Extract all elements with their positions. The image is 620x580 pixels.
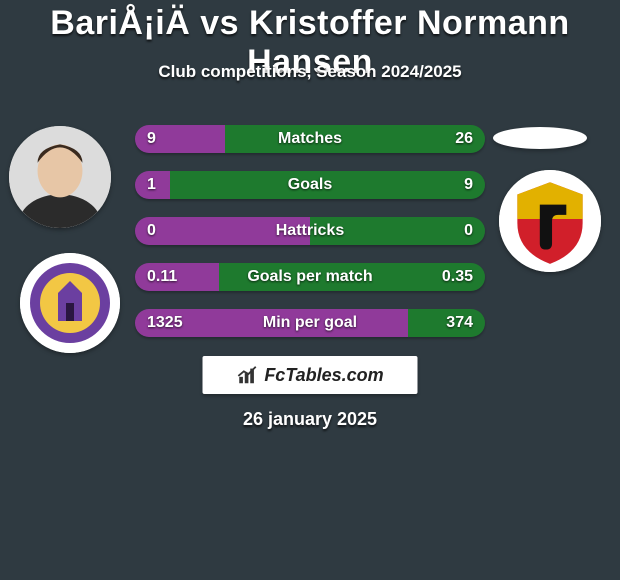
stat-label: Goals — [135, 171, 485, 199]
stat-value-right: 374 — [446, 309, 473, 337]
player-left-avatar — [9, 126, 111, 228]
crest-left-icon — [20, 253, 120, 353]
stat-value-left: 1 — [147, 171, 156, 199]
stat-row: Hattricks0 0 — [135, 217, 485, 245]
stat-value-left: 0.11 — [147, 263, 177, 291]
stat-label: Goals per match — [135, 263, 485, 291]
branding-badge: FcTables.com — [203, 356, 418, 394]
player-right-crest — [499, 170, 601, 272]
player-left-crest — [20, 253, 120, 353]
stat-value-left: 0 — [147, 217, 156, 245]
stat-value-right: 9 — [464, 171, 473, 199]
stat-row: Matches9 26 — [135, 125, 485, 153]
stat-row: Goals1 9 — [135, 171, 485, 199]
comparison-card: BariÅ¡iÄ vs Kristoffer Normann Hansen Cl… — [0, 0, 620, 580]
player-right-ellipse — [493, 127, 587, 149]
stat-value-right: 0 — [464, 217, 473, 245]
date-text: 26 january 2025 — [0, 409, 620, 430]
page-subtitle: Club competitions, Season 2024/2025 — [0, 62, 620, 82]
stat-value-right: 26 — [455, 125, 473, 153]
stat-value-left: 1325 — [147, 309, 183, 337]
avatar-placeholder-icon — [9, 126, 111, 228]
stat-label: Min per goal — [135, 309, 485, 337]
stat-bars: Matches926Goals19Hattricks00Goals per ma… — [135, 125, 485, 355]
crest-right-icon — [499, 170, 601, 272]
stat-label: Hattricks — [135, 217, 485, 245]
branding-text: FcTables.com — [264, 365, 383, 386]
stat-value-right: 0.35 — [442, 263, 473, 291]
bar-chart-icon — [236, 364, 258, 386]
stat-label: Matches — [135, 125, 485, 153]
stat-value-left: 9 — [147, 125, 156, 153]
stat-row: Goals per match0.11 0.35 — [135, 263, 485, 291]
stat-row: Min per goal1325 374 — [135, 309, 485, 337]
